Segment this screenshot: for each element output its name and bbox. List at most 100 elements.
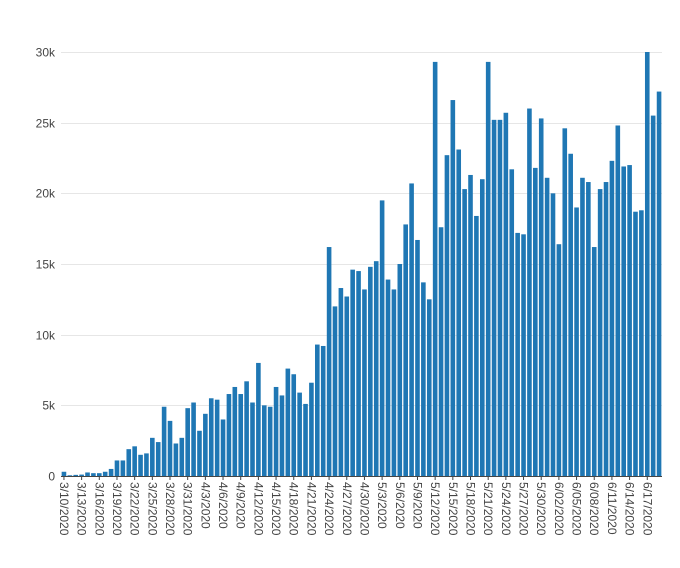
bar (102, 471, 108, 476)
bar (291, 374, 297, 476)
x-tick-label: 4/6/2020 (216, 482, 230, 529)
bar (580, 177, 585, 477)
bar (315, 344, 320, 476)
bar (120, 460, 126, 476)
x-tick-label: 3/16/2020 (92, 482, 106, 536)
bar (320, 345, 326, 476)
bar (650, 115, 656, 476)
bar (161, 406, 167, 476)
bar (639, 210, 644, 477)
bar (214, 399, 220, 476)
bar (226, 394, 232, 476)
y-tick-label: 5k (42, 399, 56, 413)
y-gridlines (61, 52, 662, 406)
bar (244, 381, 249, 476)
bar (621, 166, 626, 477)
bar (173, 443, 179, 476)
bar (208, 398, 214, 476)
bar (167, 420, 173, 476)
bar (126, 449, 132, 476)
x-tick-label: 5/6/2020 (393, 482, 407, 529)
bar (444, 155, 450, 477)
bar (509, 169, 515, 476)
x-tick-label: 6/05/2020 (570, 482, 584, 536)
bar (79, 474, 84, 476)
bar (538, 118, 544, 477)
bar (456, 149, 462, 476)
bar (644, 52, 650, 476)
x-tick-label: 5/30/2020 (534, 482, 548, 536)
bar (185, 408, 190, 476)
bar (450, 100, 456, 477)
x-tick-label: 5/15/2020 (446, 482, 460, 536)
bar (114, 460, 120, 476)
bar (108, 468, 114, 476)
bar (203, 413, 208, 476)
y-tick-label: 0 (48, 470, 55, 484)
bar (326, 247, 332, 476)
bar (150, 437, 155, 476)
x-tick-label: 5/24/2020 (499, 482, 513, 536)
x-tick-label: 5/18/2020 (464, 482, 478, 536)
bar (67, 475, 73, 476)
bar (515, 232, 520, 476)
bar (132, 446, 137, 476)
x-tick-label: 3/22/2020 (128, 482, 142, 536)
y-tick-label: 25k (36, 117, 56, 131)
bar (179, 437, 185, 476)
bar (385, 279, 391, 476)
bar (627, 165, 632, 476)
bar (556, 244, 562, 476)
bar (73, 474, 79, 476)
bar (155, 442, 161, 476)
x-tick-label: 4/3/2020 (198, 482, 212, 529)
bar (591, 247, 597, 476)
bar (533, 167, 538, 476)
x-tick-label: 3/31/2020 (181, 482, 195, 536)
x-tick-label: 6/02/2020 (552, 482, 566, 536)
bar (409, 183, 414, 476)
x-tick-label: 5/9/2020 (410, 482, 424, 529)
bar (421, 282, 426, 476)
bar (362, 289, 367, 476)
bar (474, 215, 479, 476)
bar (97, 473, 102, 476)
bar (609, 160, 615, 476)
bar (403, 224, 408, 476)
bar (397, 264, 403, 476)
y-tick-label: 20k (36, 187, 56, 201)
bar (368, 266, 373, 476)
bar (438, 227, 444, 476)
x-tick-label: 6/14/2020 (623, 482, 637, 536)
bar (379, 200, 385, 476)
bar (332, 306, 338, 476)
bar (568, 153, 573, 476)
bar (603, 182, 609, 476)
bar (267, 406, 273, 476)
x-tick-label: 5/21/2020 (481, 482, 495, 536)
bar (285, 368, 291, 476)
y-tick-label: 30k (36, 46, 56, 60)
bar (191, 402, 196, 476)
x-tick-label: 5/12/2020 (428, 482, 442, 536)
bar (656, 91, 662, 476)
bar (297, 392, 302, 476)
bar (85, 472, 90, 476)
bar (521, 234, 526, 476)
bar (574, 207, 579, 476)
x-tick-label: 4/9/2020 (234, 482, 248, 529)
x-tick-label: 3/25/2020 (145, 482, 159, 536)
x-tick-label: 4/21/2020 (304, 482, 318, 536)
x-tick-label: 6/08/2020 (587, 482, 601, 536)
bar (432, 61, 438, 476)
bar (550, 193, 556, 476)
x-tick-label: 3/13/2020 (75, 482, 89, 536)
bar (344, 296, 350, 476)
x-tick-label: 4/12/2020 (251, 482, 265, 536)
bar (197, 430, 202, 476)
bar (144, 453, 149, 476)
bar (338, 288, 344, 476)
bar (527, 108, 532, 476)
y-tick-label: 15k (36, 258, 56, 272)
bar (391, 289, 397, 476)
